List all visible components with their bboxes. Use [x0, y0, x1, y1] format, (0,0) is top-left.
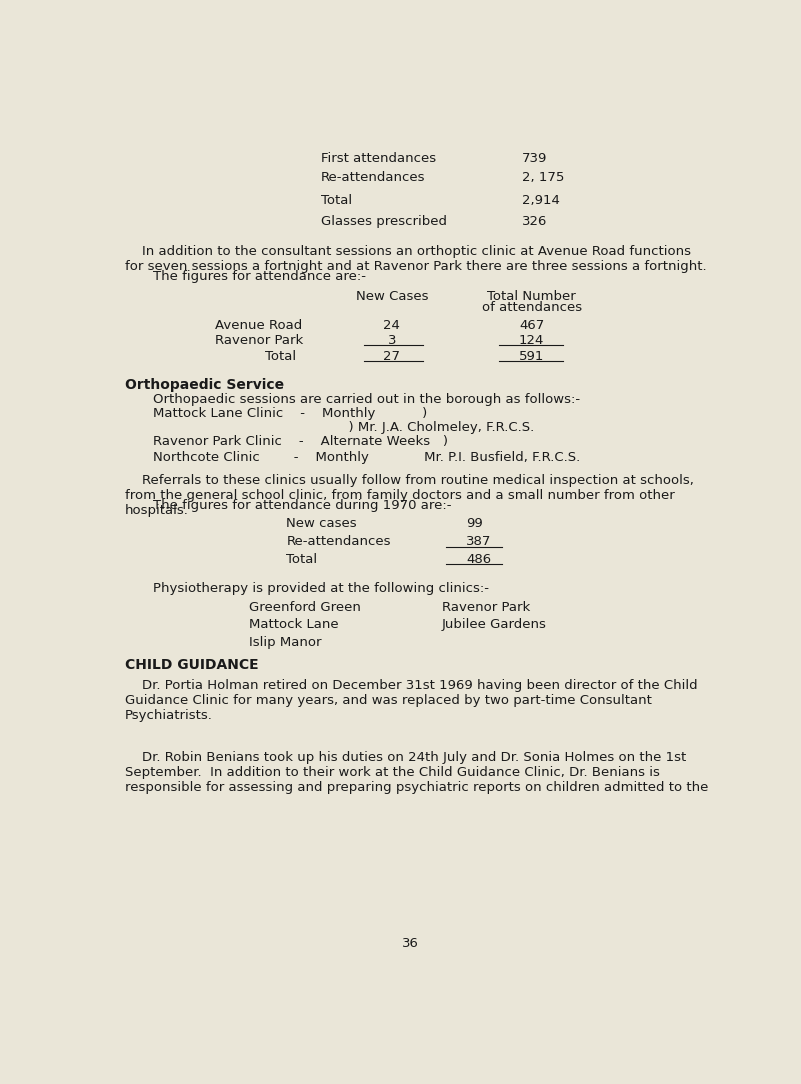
Text: Ravenor Park: Ravenor Park	[441, 601, 529, 614]
Text: Total Number: Total Number	[487, 291, 576, 304]
Text: Jubilee Gardens: Jubilee Gardens	[441, 618, 546, 631]
Text: New Cases: New Cases	[356, 291, 429, 304]
Text: Dr. Portia Holman retired on December 31st 1969 having been director of the Chil: Dr. Portia Holman retired on December 31…	[125, 680, 698, 722]
Text: Re-attendances: Re-attendances	[286, 534, 391, 547]
Text: First attendances: First attendances	[320, 152, 436, 165]
Text: Total: Total	[264, 350, 296, 363]
Text: 3: 3	[388, 334, 396, 347]
Text: Physiotherapy is provided at the following clinics:-: Physiotherapy is provided at the followi…	[153, 582, 489, 595]
Text: Total: Total	[320, 194, 352, 207]
Text: Islip Manor: Islip Manor	[249, 636, 322, 649]
Text: Ravenor Park: Ravenor Park	[215, 334, 304, 347]
Text: Greenford Green: Greenford Green	[249, 601, 361, 614]
Text: Glasses prescribed: Glasses prescribed	[320, 216, 446, 229]
Text: 467: 467	[519, 319, 544, 332]
Text: Mattock Lane Clinic    -    Monthly           ): Mattock Lane Clinic - Monthly )	[153, 408, 427, 421]
Text: Dr. Robin Benians took up his duties on 24th July and Dr. Sonia Holmes on the 1s: Dr. Robin Benians took up his duties on …	[125, 751, 708, 795]
Text: 124: 124	[519, 334, 544, 347]
Text: 486: 486	[466, 553, 492, 566]
Text: 24: 24	[384, 319, 400, 332]
Text: Avenue Road: Avenue Road	[215, 319, 302, 332]
Text: In addition to the consultant sessions an orthoptic clinic at Avenue Road functi: In addition to the consultant sessions a…	[125, 245, 706, 273]
Text: Orthopaedic Service: Orthopaedic Service	[125, 378, 284, 392]
Text: Orthopaedic sessions are carried out in the borough as follows:-: Orthopaedic sessions are carried out in …	[153, 393, 580, 406]
Text: 2,914: 2,914	[522, 194, 560, 207]
Text: of attendances: of attendances	[481, 301, 582, 314]
Text: Northcote Clinic        -    Monthly             Mr. P.I. Busfield, F.R.C.S.: Northcote Clinic - Monthly Mr. P.I. Busf…	[153, 451, 580, 464]
Text: Ravenor Park Clinic    -    Alternate Weeks   ): Ravenor Park Clinic - Alternate Weeks )	[153, 435, 448, 448]
Text: Referrals to these clinics usually follow from routine medical inspection at sch: Referrals to these clinics usually follo…	[125, 474, 694, 517]
Text: CHILD GUIDANCE: CHILD GUIDANCE	[125, 658, 259, 672]
Text: Mattock Lane: Mattock Lane	[249, 618, 339, 631]
Text: 99: 99	[466, 517, 483, 530]
Text: 2, 175: 2, 175	[522, 171, 565, 184]
Text: ) Mr. J.A. Cholmeley, F.R.C.S.: ) Mr. J.A. Cholmeley, F.R.C.S.	[153, 422, 534, 435]
Text: 739: 739	[522, 152, 548, 165]
Text: 591: 591	[519, 350, 544, 363]
Text: 387: 387	[466, 534, 492, 547]
Text: The figures for attendance during 1970 are:-: The figures for attendance during 1970 a…	[153, 499, 452, 512]
Text: 36: 36	[402, 938, 419, 951]
Text: 326: 326	[522, 216, 548, 229]
Text: The figures for attendance are:-: The figures for attendance are:-	[153, 270, 366, 283]
Text: 27: 27	[384, 350, 400, 363]
Text: Total: Total	[286, 553, 317, 566]
Text: Re-attendances: Re-attendances	[320, 171, 425, 184]
Text: New cases: New cases	[286, 517, 357, 530]
